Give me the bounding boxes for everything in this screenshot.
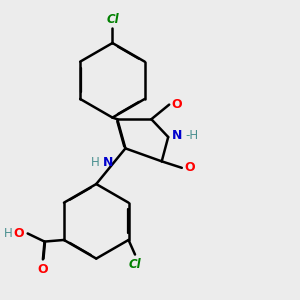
Text: Cl: Cl [129,258,141,271]
Text: N: N [102,157,113,169]
Text: O: O [172,98,182,111]
Text: H: H [91,157,100,169]
Text: O: O [184,161,195,174]
Text: H: H [4,227,13,240]
Text: N: N [172,129,182,142]
Text: Cl: Cl [106,13,119,26]
Text: O: O [14,227,24,240]
Text: O: O [38,262,48,276]
Text: -H: -H [185,129,198,142]
